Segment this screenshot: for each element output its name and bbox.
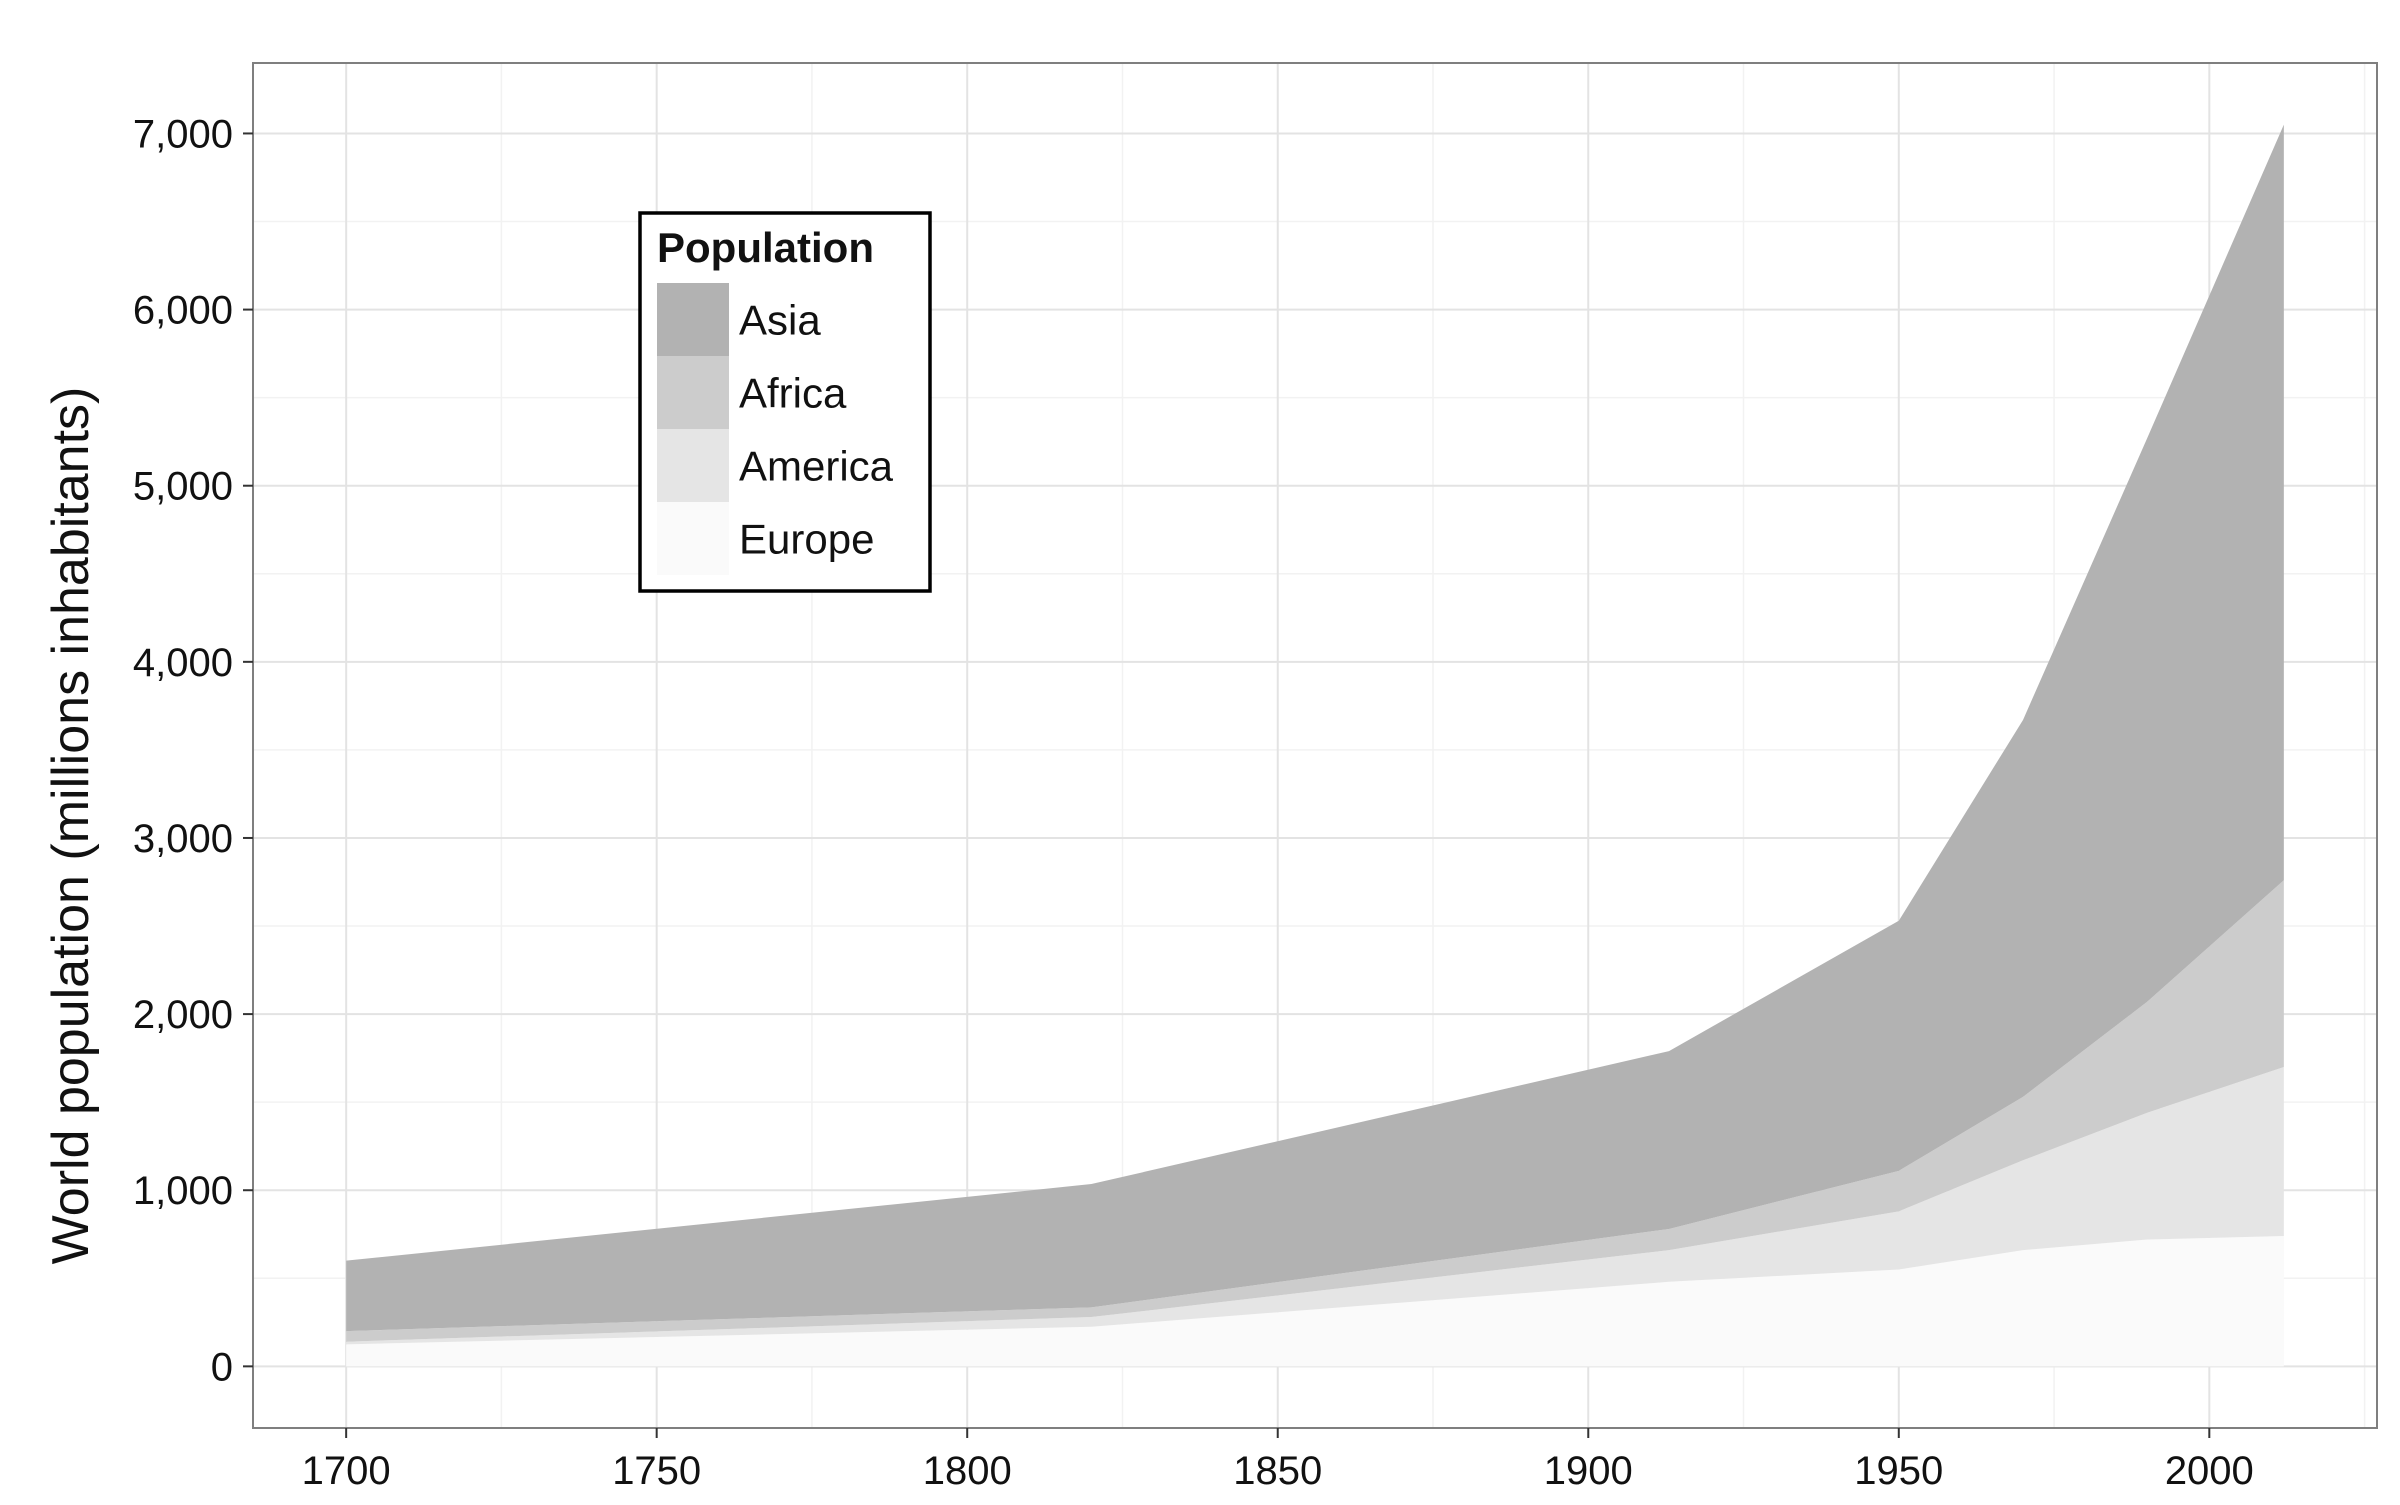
y-tick-label: 1,000 [133, 1169, 233, 1213]
legend-items: Asia Africa America Europe [657, 283, 894, 575]
legend-swatch-america [657, 429, 729, 502]
area-layers [346, 124, 2284, 1367]
y-axis-title: World population (millions inhabitants) [42, 387, 100, 1265]
area-africa [346, 880, 2284, 1342]
legend-label-africa: Africa [739, 370, 847, 417]
y-axis: 0 1,000 2,000 3,000 4,000 5,000 6,000 7,000 [133, 112, 253, 1389]
y-tick-label: 4,000 [133, 641, 233, 685]
x-tick-label: 1700 [302, 1449, 391, 1493]
legend-title: Population [657, 224, 874, 271]
y-tick-label: 6,000 [133, 289, 233, 333]
area-europe [346, 1236, 2284, 1367]
x-axis: 1700 1750 1800 1850 1900 1950 2000 [302, 1428, 2254, 1493]
legend-swatch-europe [657, 502, 729, 575]
legend-label-europe: Europe [739, 516, 874, 563]
y-tick-label: 2,000 [133, 993, 233, 1037]
area-asia [346, 124, 2284, 1332]
legend-swatch-africa [657, 356, 729, 429]
x-tick-label: 1850 [1233, 1449, 1322, 1493]
y-tick-label: 5,000 [133, 465, 233, 509]
legend: Population Asia Africa America Europe [638, 211, 932, 593]
x-tick-label: 1750 [612, 1449, 701, 1493]
y-tick-label: 7,000 [133, 112, 233, 156]
legend-label-america: America [739, 443, 894, 490]
legend-label-asia: Asia [739, 297, 821, 344]
x-tick-label: 1950 [1854, 1449, 1943, 1493]
y-tick-label: 3,000 [133, 817, 233, 861]
x-tick-label: 2000 [2165, 1449, 2254, 1493]
x-tick-label: 1800 [923, 1449, 1012, 1493]
legend-swatch-asia [657, 283, 729, 356]
plot-panel-border [252, 62, 2378, 1429]
x-tick-label: 1900 [1544, 1449, 1633, 1493]
y-tick-label: 0 [211, 1345, 233, 1389]
